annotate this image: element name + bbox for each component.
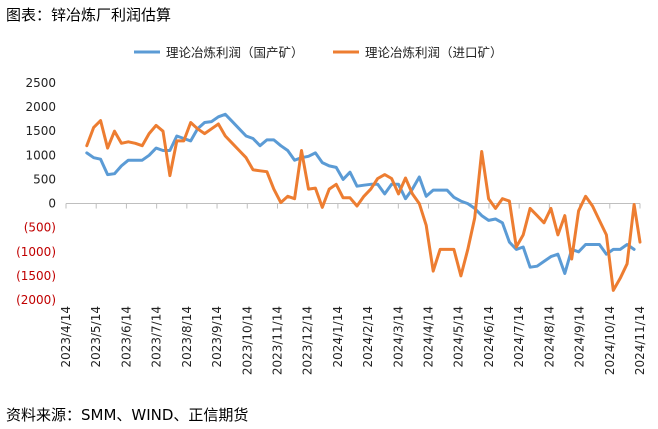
y-tick-label: 1500 — [25, 124, 56, 138]
y-tick-label: 1000 — [25, 148, 56, 162]
x-tick-label: 2024/10/14 — [603, 306, 617, 375]
y-tick-label: 0 — [48, 197, 56, 211]
x-tick-label: 2024/1/14 — [331, 306, 345, 368]
x-tick-label: 2024/3/14 — [391, 306, 405, 368]
y-tick-label: (500) — [24, 221, 56, 235]
data-source-note: 资料来源：SMM、WIND、正信期货 — [6, 406, 249, 424]
x-tick-label: 2024/9/14 — [573, 306, 587, 368]
y-tick-label: 2500 — [25, 76, 56, 90]
x-tick-label: 2023/12/14 — [301, 306, 315, 375]
legend-label: 理论冶炼利润（进口矿） — [365, 45, 503, 60]
legend-label: 理论冶炼利润（国产矿） — [166, 45, 304, 60]
x-tick-label: 2023/8/14 — [180, 306, 194, 368]
x-tick-label: 2023/5/14 — [89, 306, 103, 368]
x-tick-label: 2024/6/14 — [482, 306, 496, 368]
x-tick-label: 2023/10/14 — [240, 306, 254, 375]
y-axis: 2500 2000 1500 1000 500 0 (500) (1000) (1500) (20… — [16, 76, 56, 307]
x-tick-label: 2023/7/14 — [150, 306, 164, 368]
x-axis: 2023/4/14 2023/5/14 2023/6/14 2023/7/14 2023… — [59, 203, 647, 375]
legend: 理论冶炼利润（国产矿） 理论冶炼利润（进口矿） — [134, 45, 503, 60]
x-tick-label: 2024/5/14 — [452, 306, 466, 368]
x-tick-label: 2023/9/14 — [210, 306, 224, 368]
x-tick-label: 2024/7/14 — [512, 306, 526, 368]
x-tick-label: 2024/4/14 — [422, 306, 436, 368]
y-tick-label: (1000) — [16, 245, 56, 259]
y-tick-label: (1500) — [16, 269, 56, 283]
series-lines — [85, 112, 642, 292]
x-tick-label: 2023/4/14 — [59, 306, 73, 368]
series-line-imported-ore — [85, 119, 642, 292]
series-line-domestic-ore — [85, 112, 636, 275]
y-tick-label: (2000) — [16, 293, 56, 307]
y-tick-label: 2000 — [25, 100, 56, 114]
x-tick-label: 2024/8/14 — [542, 306, 556, 368]
chart-caption: 图表：锌冶炼厂利润估算 — [6, 6, 172, 24]
x-tick-label: 2023/6/14 — [119, 306, 133, 368]
x-tick-label: 2024/11/14 — [633, 306, 647, 375]
x-tick-label: 2024/2/14 — [361, 306, 375, 368]
x-tick-label: 2023/11/14 — [270, 306, 284, 375]
y-tick-label: 500 — [33, 172, 56, 186]
